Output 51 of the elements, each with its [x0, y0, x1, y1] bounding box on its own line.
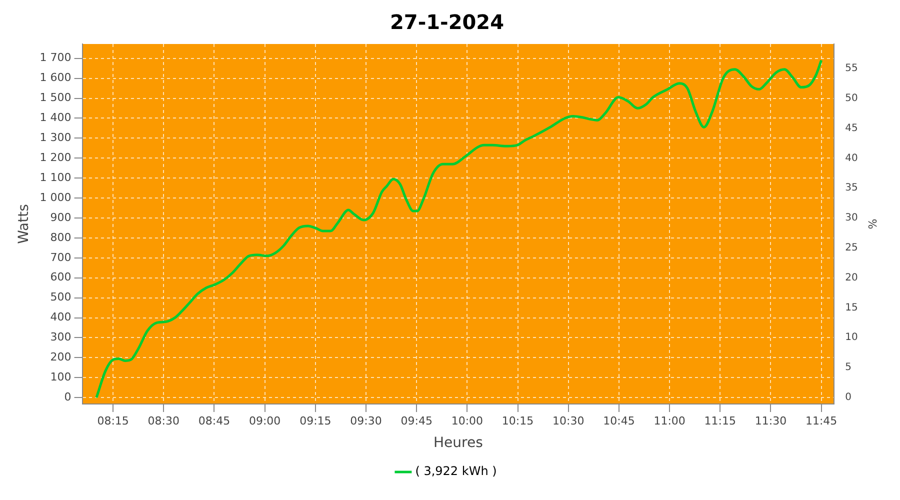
y2-tick-label: 35 — [845, 182, 858, 194]
x-axis-title: Heures — [433, 435, 483, 452]
x-tick-label: 09:15 — [300, 414, 332, 428]
y-tick-label: 1 100 — [40, 170, 72, 184]
x-tick-label: 10:30 — [552, 414, 584, 428]
y2-tick-label: 40 — [845, 152, 858, 164]
chart-title: 27-1-2024 — [390, 10, 504, 34]
x-tick-label: 11:30 — [754, 414, 787, 428]
x-tick-label: 08:15 — [97, 414, 129, 428]
x-tick-label: 09:00 — [248, 414, 281, 428]
x-tick-label: 11:45 — [805, 414, 838, 428]
y2-tick-label: 55 — [845, 63, 858, 74]
y-tick-label: 1 300 — [40, 131, 72, 144]
y2-tick-label: 30 — [845, 212, 858, 224]
x-tick-label: 08:45 — [198, 414, 230, 428]
y-tick-label: 1 200 — [40, 151, 72, 164]
x-tick-label: 10:15 — [502, 414, 534, 428]
y-tick-label: 700 — [50, 250, 72, 264]
x-tick-label: 09:45 — [400, 414, 432, 428]
y-tick-label: 0 — [64, 390, 72, 404]
y-tick-label: 800 — [50, 230, 72, 244]
y-tick-label: 300 — [50, 330, 72, 344]
y2-tick-label: 0 — [845, 392, 852, 404]
y2-tick-label: 5 — [845, 362, 852, 374]
y2-axis-title: % — [866, 218, 879, 230]
x-tick-label: 11:00 — [654, 414, 686, 428]
x-tick-label: 08:30 — [148, 414, 180, 428]
y2-tick-label: 25 — [845, 242, 858, 254]
y2-tick-label: 20 — [845, 272, 858, 284]
y-tick-label: 1 000 — [40, 190, 72, 204]
legend-label: ( 3,922 kWh ) — [415, 464, 497, 478]
y2-tick-label: 10 — [845, 332, 858, 344]
y2-tick-label: 15 — [845, 302, 858, 314]
y-tick-label: 200 — [50, 350, 72, 364]
y2-tick-label: 45 — [845, 122, 858, 134]
y2-tick-label: 50 — [845, 93, 858, 104]
y-tick-label: 500 — [50, 290, 72, 304]
line-series — [95, 59, 823, 399]
y-tick-label: 1 400 — [40, 111, 72, 124]
y-tick-label: 400 — [50, 310, 72, 324]
y-axis-title: Watts — [16, 204, 32, 244]
x-tick-label: 10:00 — [451, 414, 484, 428]
y-tick-label: 600 — [50, 270, 72, 284]
x-tick-label: 11:15 — [704, 414, 736, 428]
y-tick-label: 1 600 — [40, 71, 72, 84]
y-tick-label: 100 — [50, 370, 72, 384]
x-tick-label: 09:30 — [350, 414, 382, 428]
y-tick-label: 900 — [50, 210, 72, 224]
x-tick-label: 10:45 — [603, 414, 635, 428]
y-tick-label: 1 700 — [40, 51, 72, 64]
y-tick-label: 1 500 — [40, 91, 72, 104]
